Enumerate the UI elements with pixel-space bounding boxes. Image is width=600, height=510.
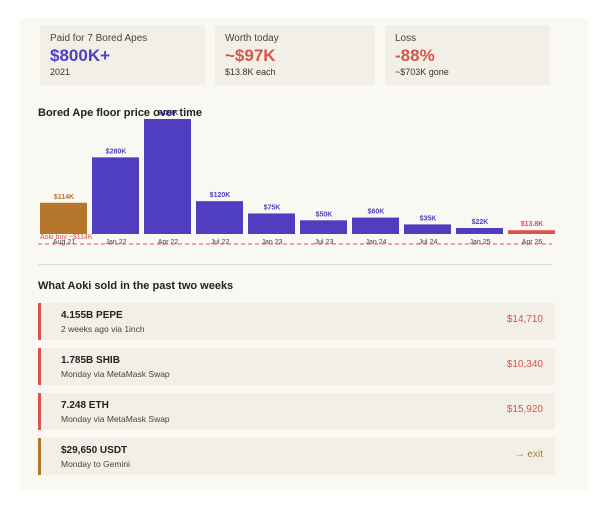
x-tick-label: Jan 24 — [365, 239, 386, 246]
bar — [404, 224, 451, 234]
sale-amount: $10,340 — [506, 359, 543, 370]
bar — [92, 157, 139, 234]
sale-row: 4.155B PEPE 2 weeks ago via 1inch $14,710 — [38, 303, 555, 340]
stat-note: 2021 — [50, 67, 71, 77]
sale-detail: Monday via MetaMask Swap — [61, 414, 170, 424]
x-tick-label: Jul 23 — [315, 239, 334, 246]
bar — [352, 217, 399, 234]
sale-row: 7.248 ETH Monday via MetaMask Swap $15,920 — [38, 393, 555, 430]
bar — [144, 119, 191, 234]
sale-asset: 1.785B SHIB — [61, 355, 120, 366]
x-tick-label: Aug 21 — [53, 239, 75, 246]
stat-note: ~$703K gone — [395, 67, 449, 77]
sale-asset: 7.248 ETH — [61, 400, 109, 411]
stat-value: -88% — [395, 46, 435, 65]
bar — [248, 213, 295, 234]
x-tick-label: Jul 22 — [211, 239, 230, 246]
sale-detail: 2 weeks ago via 1inch — [61, 324, 145, 334]
sale-amount: $15,920 — [506, 404, 543, 415]
bar — [508, 230, 555, 234]
sale-row: $29,650 USDT Monday to Gemini → exit — [38, 438, 555, 475]
stat-label: Paid for 7 Bored Apes — [50, 33, 148, 44]
sale-amount: → exit — [514, 449, 543, 460]
value-label: $280K — [106, 148, 127, 155]
sale-detail: Monday via MetaMask Swap — [61, 369, 170, 379]
value-label: $114K — [54, 194, 74, 201]
value-label: $75K — [264, 204, 281, 211]
chart-title: Bored Ape floor price over time — [38, 107, 203, 119]
stat-value: $800K+ — [50, 46, 111, 65]
sale-amount: $14,710 — [506, 314, 543, 325]
x-tick-label: Jan 25 — [469, 239, 490, 246]
x-tick-label: Jan 23 — [261, 239, 282, 246]
x-tick-label: Jan 22 — [105, 239, 126, 246]
value-label: $60K — [368, 209, 385, 216]
sale-detail: Monday to Gemini — [61, 459, 130, 469]
sale-row: 1.785B SHIB Monday via MetaMask Swap $10,3… — [38, 348, 555, 385]
divider — [38, 264, 552, 265]
stat-label: Loss — [395, 33, 417, 44]
bar — [196, 201, 243, 234]
annotation: Aoki buy ~$114K — [40, 234, 93, 241]
x-tick-label: Jul 24 — [419, 239, 438, 246]
value-label: $420K — [158, 110, 179, 117]
value-label: $13.8K — [521, 221, 544, 228]
sale-asset: $29,650 USDT — [61, 445, 128, 456]
stat-value: ~$97K — [225, 46, 276, 65]
chart: Aoki buy ~$114K $114K Aug 21 $280K Jan 22 $4… — [38, 110, 555, 246]
x-tick-label: Apr 22 — [158, 239, 179, 246]
bar — [40, 202, 87, 234]
section-title: What Aoki sold in the past two weeks — [38, 280, 234, 292]
value-label: $120K — [210, 192, 231, 199]
bar — [300, 220, 347, 234]
value-label: $50K — [316, 211, 333, 218]
stat-label: Worth today — [225, 33, 279, 44]
x-tick-label: Apr 26 — [522, 239, 543, 246]
stat-note: $13.8K each — [225, 67, 276, 77]
bar — [456, 227, 503, 234]
stat-box: Loss -88% ~$703K gone — [385, 25, 550, 85]
value-label: $35K — [420, 215, 437, 222]
stat-box: Worth today ~$97K $13.8K each — [215, 25, 375, 85]
sale-asset: 4.155B PEPE — [61, 310, 123, 321]
value-label: $22K — [472, 219, 489, 226]
stat-box: Paid for 7 Bored Apes $800K+ 2021 — [40, 25, 205, 85]
